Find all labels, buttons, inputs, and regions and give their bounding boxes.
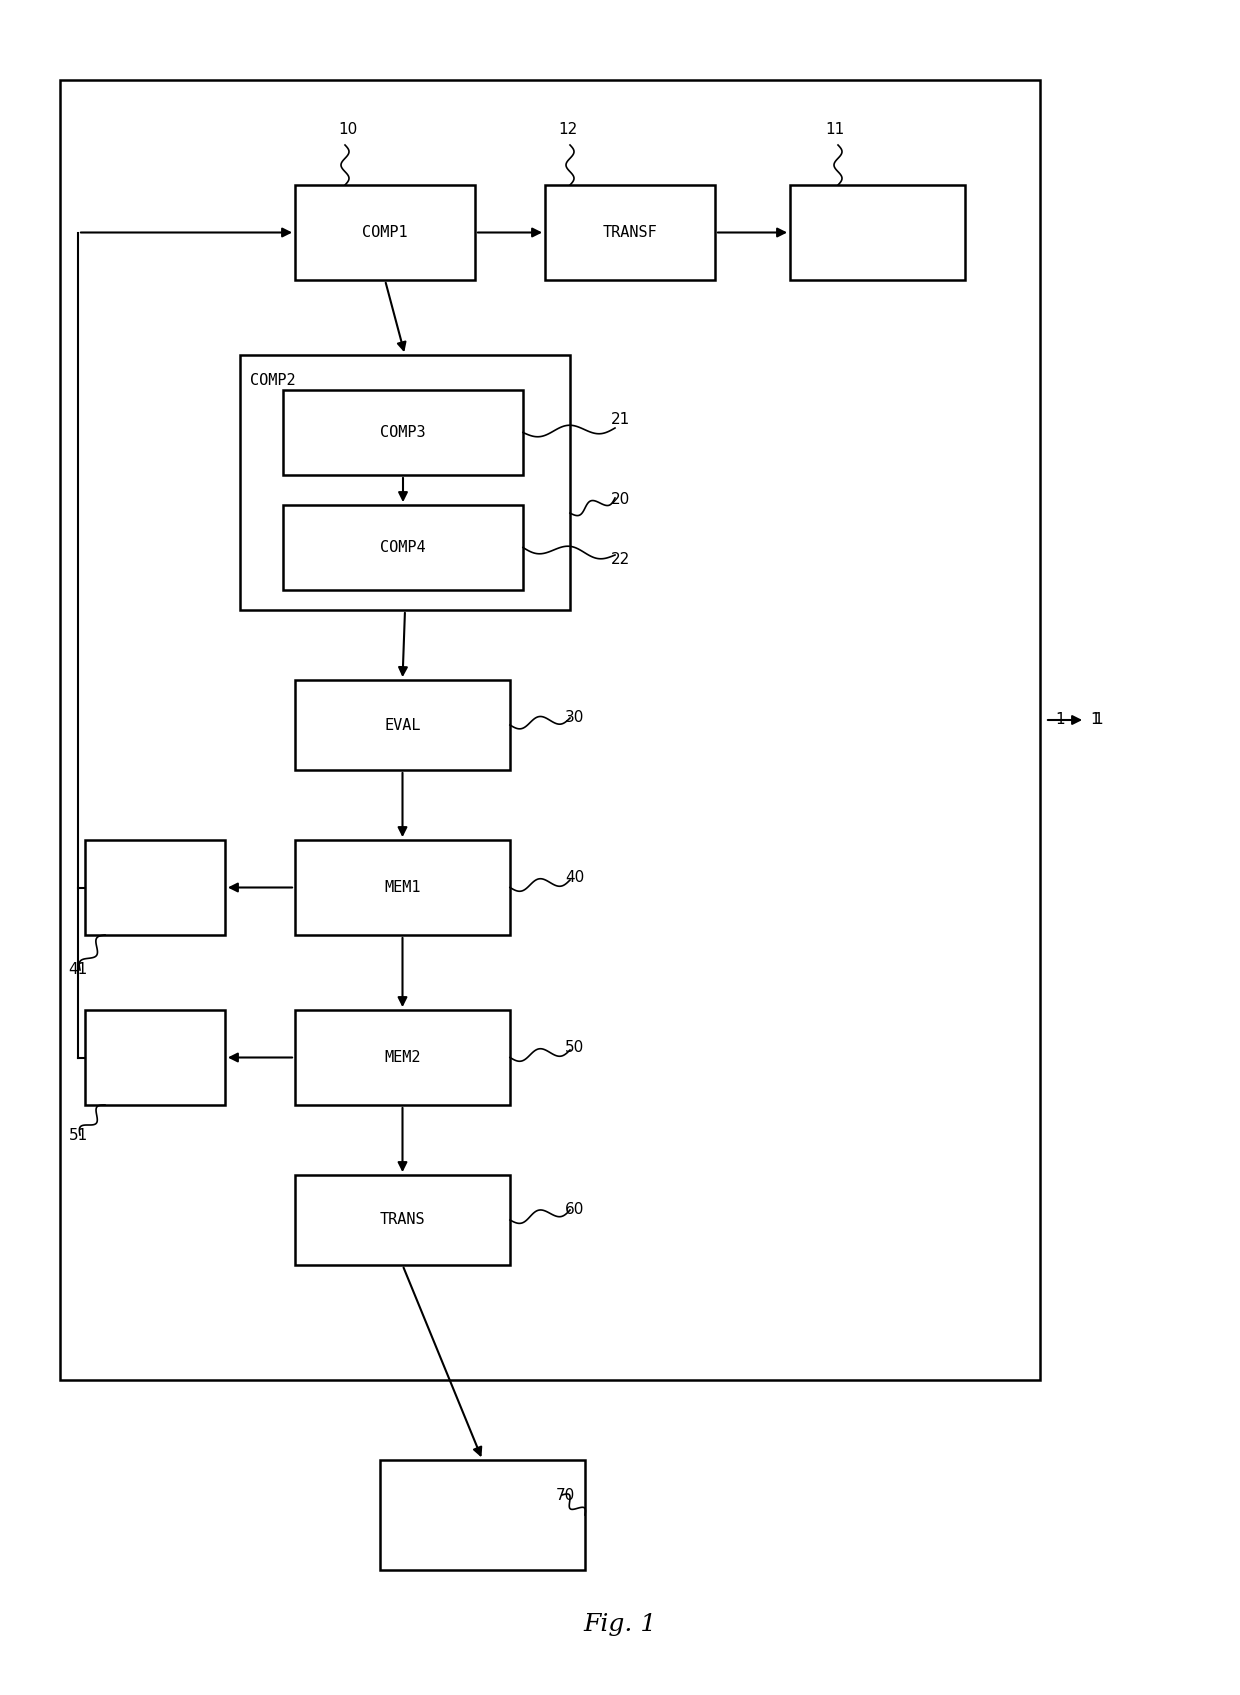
Text: 41: 41 [68,963,88,978]
Text: COMP4: COMP4 [381,541,425,554]
Text: 12: 12 [558,122,578,137]
Text: 30: 30 [565,710,585,725]
Bar [241,354,570,610]
Text: COMP1: COMP1 [362,225,408,241]
Bar [546,185,715,280]
Text: 50: 50 [565,1041,584,1056]
Bar [60,80,1040,1380]
Text: COMP2: COMP2 [250,373,295,388]
Text: Fig. 1: Fig. 1 [583,1614,657,1636]
Bar [295,1010,510,1105]
Text: 10: 10 [339,122,357,137]
Text: MEM2: MEM2 [384,1049,420,1064]
Text: COMP3: COMP3 [381,425,425,441]
Text: 1: 1 [1092,712,1102,727]
Bar [295,680,510,770]
Text: 40: 40 [565,871,584,885]
Bar [790,185,965,280]
Text: TRANSF: TRANSF [603,225,657,241]
Text: TRANS: TRANS [379,1212,425,1227]
Text: 70: 70 [556,1488,574,1502]
Text: 1: 1 [1090,712,1100,727]
Bar [86,841,224,936]
Text: 11: 11 [826,122,844,137]
Text: 1: 1 [1055,712,1065,727]
Text: MEM1: MEM1 [384,880,420,895]
Text: 22: 22 [610,553,630,568]
Bar [295,1175,510,1264]
Bar [295,841,510,936]
Bar [86,1010,224,1105]
Bar [283,390,523,475]
Text: 60: 60 [565,1202,585,1217]
Text: 21: 21 [610,412,630,427]
Bar [283,505,523,590]
Text: 20: 20 [610,493,630,507]
Bar [295,185,475,280]
Text: 51: 51 [68,1127,88,1142]
Bar [379,1459,585,1570]
Text: EVAL: EVAL [384,717,420,732]
